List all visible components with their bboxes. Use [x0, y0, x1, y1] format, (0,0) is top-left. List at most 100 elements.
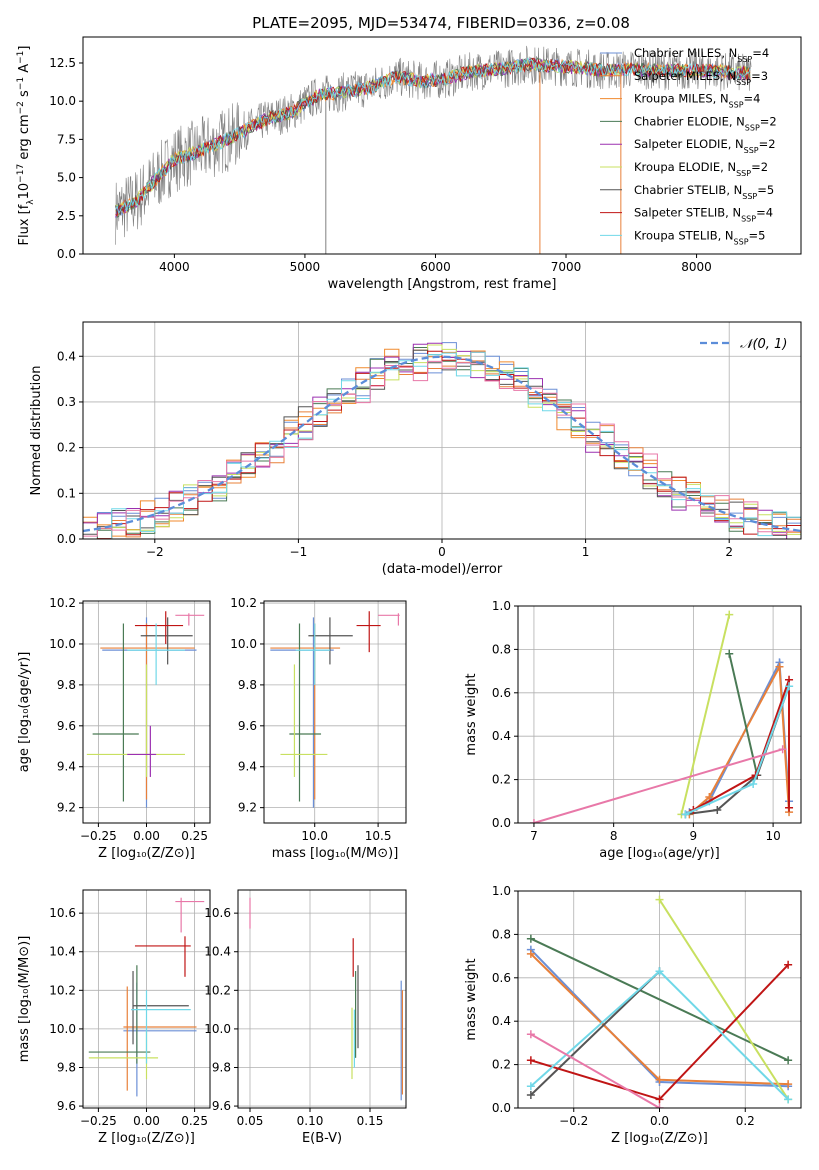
legend-val: =3 [751, 69, 768, 83]
series-point [526, 1056, 535, 1065]
legend-text: Chabrier MILES, N [634, 46, 737, 60]
series-line [533, 748, 783, 823]
x-tick-label: −1 [290, 545, 308, 559]
label-part: −1 [16, 51, 26, 64]
y-tick-label: 1.0 [492, 599, 511, 613]
legend-val: =2 [751, 160, 768, 174]
y-axis-label: mass weight [464, 958, 479, 1040]
axes-frame [237, 889, 407, 1109]
y-tick-label: 5.0 [57, 171, 76, 185]
legend-text: Chabrier STELIB, N [634, 183, 742, 197]
plot-area [249, 897, 403, 1101]
legend-val: =5 [749, 228, 766, 242]
legend-entry: Chabrier MILES, NSSP=4 [634, 46, 769, 64]
axes-frame [517, 605, 802, 824]
legend-text: Kroupa ELODIE, N [634, 160, 736, 174]
x-tick-label: 0.25 [181, 1114, 208, 1128]
legend-entry: 𝒩(0, 1) [740, 337, 787, 352]
series-point [705, 792, 714, 801]
legend-entry: Chabrier STELIB, NSSP=5 [634, 183, 774, 201]
legend-sub: SSP [729, 100, 744, 109]
y-tick-label: 10.2 [230, 596, 257, 610]
histogram-step [83, 360, 801, 537]
x-tick-label: 0.10 [297, 1114, 324, 1128]
x-axis-label: wavelength [Angstrom, rest frame] [328, 277, 557, 292]
legend-sub: SSP [741, 214, 756, 223]
x-tick-label: 0.05 [237, 1114, 264, 1128]
label-part: −1 [16, 77, 26, 90]
y-tick-label: 0.6 [492, 971, 511, 985]
y-tick-label: 9.6 [238, 719, 257, 733]
series-point [725, 610, 734, 619]
y-tick-label: 9.6 [57, 1099, 76, 1113]
label-part: s [17, 90, 32, 101]
legend-sub: SSP [737, 55, 752, 64]
series-line [680, 614, 731, 815]
y-tick-label: 9.8 [212, 1060, 231, 1074]
x-tick-label: 0.25 [181, 829, 208, 843]
model-spectrum [115, 57, 751, 217]
plot-area [88, 897, 205, 1097]
series-point [784, 1056, 793, 1065]
series-point [785, 803, 794, 812]
x-tick-label: −0.2 [559, 1114, 588, 1128]
y-tick-label: 9.8 [57, 678, 76, 692]
x-tick-label: 7000 [551, 260, 582, 274]
legend-sub: SSP [742, 191, 757, 200]
y-axis-label: age [log₁₀(age/yr)] [17, 652, 32, 773]
y-tick-label: 0.0 [57, 532, 76, 546]
legend-sub: SSP [736, 77, 751, 86]
x-tick-label: 9 [690, 829, 698, 843]
y-tick-label: 0.4 [492, 729, 511, 743]
plot-area [115, 45, 752, 254]
legend-val: =2 [760, 114, 777, 128]
series-point [526, 1082, 535, 1091]
x-axis-label: Z [log₁₀(Z/Z⊙)] [98, 1131, 195, 1146]
histogram-step [83, 342, 801, 539]
x-tick-label: 8 [610, 829, 618, 843]
x-tick-label: 10.5 [365, 829, 392, 843]
y-tick-label: 10.6 [204, 906, 231, 920]
label-part: Flux [f [17, 204, 32, 245]
x-tick-label: 7 [530, 829, 538, 843]
series-point [655, 895, 664, 904]
x-tick-label: 4000 [159, 260, 190, 274]
y-tick-label: 0.0 [492, 816, 511, 830]
x-tick-label: 10.0 [301, 829, 328, 843]
x-axis-label: E(B-V) [302, 1131, 342, 1146]
y-axis-label: Flux [fλ10−17 erg cm−2 s−1 A−1] [16, 46, 36, 246]
series-point [526, 934, 535, 943]
legend-entry: Chabrier ELODIE, NSSP=2 [634, 114, 777, 131]
label-part: A [17, 64, 32, 77]
series-point [775, 662, 784, 671]
label-part: −17 [16, 164, 26, 183]
y-tick-label: 10.2 [49, 596, 76, 610]
legend-entry: Salpeter STELIB, NSSP=4 [634, 206, 773, 224]
model-spectrum [115, 57, 751, 215]
series-line [530, 937, 789, 1062]
figure-title: PLATE=2095, MJD=53474, FIBERID=0336, z=0… [252, 14, 630, 32]
x-axis-label: mass [log₁₀(M/M⊙)] [272, 846, 399, 861]
plot-area [529, 610, 794, 823]
series-point [749, 779, 758, 788]
series-point [784, 1080, 793, 1089]
x-tick-label: 0.00 [133, 829, 160, 843]
series-point [713, 805, 722, 814]
legend-text: Chabrier ELODIE, N [634, 114, 745, 128]
series-point [785, 682, 794, 691]
series-point [655, 1075, 664, 1084]
histogram-step [83, 350, 801, 539]
x-tick-label: −0.25 [80, 1114, 117, 1128]
x-tick-label: 0.0 [650, 1114, 669, 1128]
y-tick-label: 0.2 [57, 441, 76, 455]
legend-val: =5 [757, 183, 774, 197]
legend-text: Kroupa STELIB, N [634, 228, 734, 242]
x-tick-label: 0.2 [736, 1114, 755, 1128]
series-point [784, 1095, 793, 1104]
x-tick-label: 6000 [420, 260, 451, 274]
legend-val: =4 [752, 46, 769, 60]
y-tick-label: 2.5 [57, 209, 76, 223]
y-tick-label: 0.6 [492, 686, 511, 700]
label-part: erg cm [17, 114, 32, 163]
y-tick-label: 10.2 [204, 983, 231, 997]
